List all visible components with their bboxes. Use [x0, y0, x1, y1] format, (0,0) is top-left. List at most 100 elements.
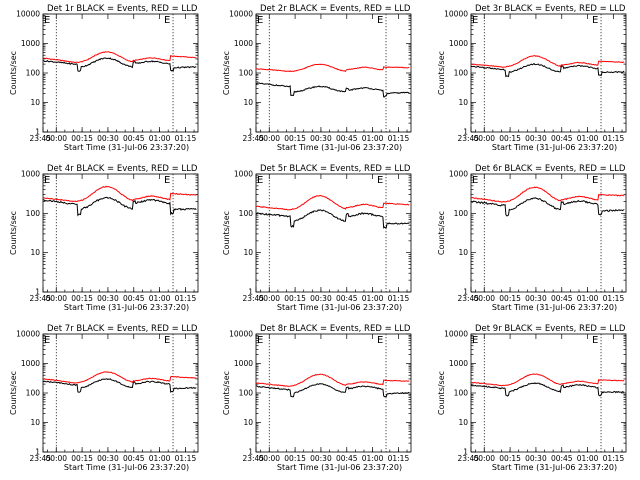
x-tick-label: 00:45 — [123, 294, 145, 303]
y-tick-label: 10 — [458, 418, 468, 427]
x-tick-label: 00:30 — [310, 294, 332, 303]
y-axis-title: Counts/sec — [437, 211, 446, 255]
plot-frame — [255, 173, 412, 293]
marker-letter: E — [44, 335, 50, 346]
chart-title: Det 5r BLACK = Events, RED = LLD — [260, 164, 411, 174]
x-tick-label: 23:45 — [457, 134, 479, 143]
x-axis-title: Start Time (31-Jul-06 23:37:20) — [277, 303, 402, 312]
plot-frame — [42, 173, 199, 293]
x-tick-label: 01:00 — [362, 294, 384, 303]
x-tick-label: 00:15 — [71, 454, 93, 463]
series-line-lld — [470, 186, 625, 203]
y-tick-label: 100 — [26, 389, 41, 398]
y-tick-label: 100 — [26, 69, 41, 78]
y-tick-label: 1000 — [234, 39, 253, 48]
x-tick-label: 01:15 — [175, 294, 197, 303]
x-tick-label: 00:45 — [551, 134, 573, 143]
series-line-lld — [42, 51, 197, 64]
x-tick-label: 00:15 — [284, 294, 306, 303]
marker-letter: E — [377, 175, 383, 186]
x-tick-label: 00:45 — [551, 454, 573, 463]
y-tick-label: 1000 — [21, 359, 40, 368]
chart-title: Det 3r BLACK = Events, RED = LLD — [475, 4, 626, 14]
x-tick-label: 00:15 — [284, 134, 306, 143]
y-tick-label: 1 — [248, 448, 253, 457]
marker-letter: E — [592, 175, 598, 186]
y-tick-label: 1000 — [449, 170, 468, 179]
marker-letter: E — [377, 335, 383, 346]
marker-letter: E — [592, 335, 598, 346]
x-tick-label: 00:30 — [310, 134, 332, 143]
x-tick-label: 01:00 — [577, 134, 599, 143]
y-tick-label: 100 — [239, 69, 254, 78]
y-axis-title: Counts/sec — [222, 371, 231, 415]
x-tick-label: 23:45 — [29, 294, 51, 303]
x-tick-label: 00:30 — [525, 454, 547, 463]
x-tick-label: 00:00 — [258, 454, 280, 463]
y-tick-label: 10 — [30, 418, 40, 427]
chart-title: Det 9r BLACK = Events, RED = LLD — [475, 324, 626, 334]
x-axis-title: Start Time (31-Jul-06 23:37:20) — [492, 463, 617, 472]
x-axis-title: Start Time (31-Jul-06 23:37:20) — [64, 463, 189, 472]
x-tick-label: 00:15 — [499, 454, 521, 463]
y-tick-label: 1000 — [21, 170, 40, 179]
chart-panel-4: Det 4r BLACK = Events, RED = LLD 1 10 100 10… — [9, 164, 199, 312]
y-tick-label: 10 — [458, 98, 468, 107]
series-line-events — [255, 209, 410, 229]
x-tick-label: 01:15 — [388, 294, 410, 303]
y-tick-label: 10 — [458, 248, 468, 257]
x-tick-label: 01:00 — [149, 454, 171, 463]
marker-letter: E — [472, 335, 478, 346]
x-tick-label: 01:00 — [149, 294, 171, 303]
chart-panel-3: Det 3r BLACK = Events, RED = LLD 1 10 100 10… — [437, 4, 627, 152]
x-tick-label: 00:45 — [336, 134, 358, 143]
x-tick-label: 00:00 — [45, 294, 67, 303]
x-tick-label: 01:00 — [362, 454, 384, 463]
plot-frame — [255, 13, 412, 133]
x-tick-label: 00:00 — [258, 294, 280, 303]
series-line-events — [42, 57, 197, 72]
y-axis-title: Counts/sec — [9, 51, 18, 95]
y-axis-title: Counts/sec — [9, 371, 18, 415]
x-tick-label: 01:15 — [603, 294, 625, 303]
series-line-lld — [42, 185, 197, 203]
y-tick-label: 10 — [243, 418, 253, 427]
x-tick-label: 23:45 — [242, 294, 264, 303]
y-axis-title: Counts/sec — [437, 51, 446, 95]
x-tick-label: 00:15 — [499, 134, 521, 143]
y-tick-label: 100 — [239, 389, 254, 398]
x-tick-label: 00:45 — [336, 454, 358, 463]
y-tick-label: 10000 — [444, 330, 468, 339]
chart-panel-2: Det 2r BLACK = Events, RED = LLD 1 10 100 10… — [222, 4, 412, 152]
marker-letter: E — [377, 15, 383, 26]
x-tick-label: 00:30 — [97, 294, 119, 303]
y-tick-label: 1 — [463, 288, 468, 297]
x-tick-label: 00:30 — [310, 454, 332, 463]
y-tick-label: 100 — [454, 209, 469, 218]
x-tick-label: 00:00 — [473, 134, 495, 143]
series-line-events — [470, 197, 625, 217]
plot-frame — [42, 333, 199, 453]
x-tick-label: 00:30 — [525, 134, 547, 143]
y-tick-label: 10000 — [229, 10, 253, 19]
x-tick-label: 00:45 — [123, 454, 145, 463]
y-tick-label: 10000 — [16, 10, 40, 19]
x-tick-label: 00:00 — [45, 454, 67, 463]
x-tick-label: 00:45 — [551, 294, 573, 303]
marker-letter: E — [257, 15, 263, 26]
x-tick-label: 23:45 — [29, 454, 51, 463]
y-tick-label: 1 — [35, 128, 40, 137]
x-tick-label: 00:45 — [123, 134, 145, 143]
marker-letter: E — [257, 335, 263, 346]
series-line-events — [255, 82, 410, 98]
x-axis-title: Start Time (31-Jul-06 23:37:20) — [492, 303, 617, 312]
y-tick-label: 10000 — [229, 330, 253, 339]
chart-title: Det 2r BLACK = Events, RED = LLD — [260, 4, 411, 14]
series-line-lld — [256, 194, 410, 211]
series-line-events — [470, 62, 625, 78]
x-tick-label: 01:00 — [577, 294, 599, 303]
x-tick-label: 00:30 — [97, 134, 119, 143]
y-tick-label: 1 — [248, 128, 253, 137]
